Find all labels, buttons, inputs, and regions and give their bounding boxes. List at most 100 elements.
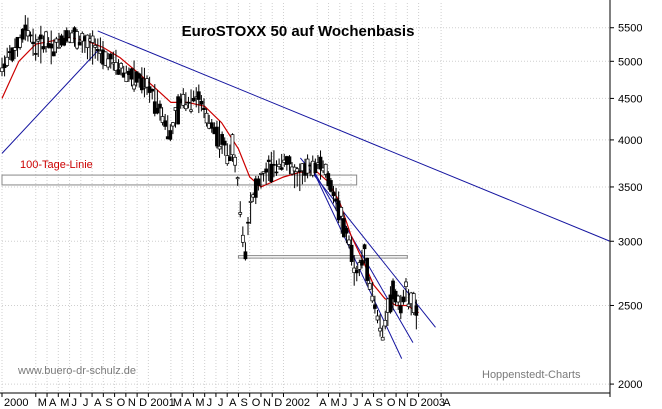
price-candle-77 <box>199 100 204 105</box>
price-candle-99 <box>256 178 261 186</box>
y-tick-label-0: 5500 <box>618 23 642 35</box>
price-candle-123 <box>318 156 323 170</box>
price-candle-107 <box>277 163 281 167</box>
x-tick-label-2: A <box>49 397 57 409</box>
y-tick-label-6: 2500 <box>618 300 642 312</box>
grid <box>1 3 610 393</box>
price-candle-30 <box>77 42 82 46</box>
price-candle-91 <box>235 177 240 180</box>
price-candle-126 <box>326 173 331 187</box>
price-candle-36 <box>93 45 98 48</box>
price-candle-76 <box>196 91 201 100</box>
price-candle-4 <box>10 47 15 61</box>
price-candle-50 <box>129 68 134 80</box>
price-candle-42 <box>108 53 113 60</box>
price-candle-142 <box>367 283 372 290</box>
x-tick-label-14: M <box>195 397 204 409</box>
price-candle-37 <box>95 49 100 52</box>
price-candle-2 <box>5 56 10 66</box>
support-band-0 <box>1 174 358 186</box>
price-candle-143 <box>370 295 375 302</box>
x-tick-label-0: 2000 <box>4 397 28 409</box>
price-candle-53 <box>137 73 142 79</box>
price-candle-131 <box>339 207 344 217</box>
price-candle-65 <box>168 130 173 140</box>
price-candle-145 <box>375 315 380 321</box>
support-bands <box>1 174 408 259</box>
price-candle-105 <box>272 164 276 166</box>
price-candle-100 <box>259 172 263 175</box>
price-candle-89 <box>230 134 235 156</box>
price-candle-83 <box>215 126 219 147</box>
x-tick-label-6: A <box>94 397 102 409</box>
price-candle-146 <box>378 327 382 332</box>
price-candle-138 <box>357 262 362 270</box>
chart-title: EuroSTOXX 50 auf Wochenbasis <box>182 23 415 40</box>
support-band-1 <box>237 255 408 259</box>
price-candle-19 <box>49 43 54 49</box>
price-candle-92 <box>238 212 243 215</box>
price-candle-58 <box>150 88 155 92</box>
price-candle-59 <box>152 101 157 114</box>
price-candle-93 <box>240 234 245 243</box>
price-candle-10 <box>26 30 30 37</box>
price-candle-85 <box>220 134 224 145</box>
x-tick-label-33: A <box>443 397 451 409</box>
x-tick-label-22: 2002 <box>285 397 309 409</box>
price-candle-144 <box>373 304 377 309</box>
price-candle-61 <box>158 103 162 109</box>
x-tick-label-10: D <box>139 397 147 409</box>
price-candle-150 <box>388 294 393 313</box>
price-candle-94 <box>243 251 248 260</box>
price-candle-139 <box>360 259 364 266</box>
y-tick-label-7: 2000 <box>618 379 642 391</box>
y-tick-label-5: 3000 <box>618 236 642 248</box>
y-tick-label-3: 4000 <box>618 135 642 147</box>
price-candle-108 <box>279 167 284 170</box>
price-candle-41 <box>106 58 111 68</box>
price-candle-78 <box>202 107 206 110</box>
x-tick-label-32: 2003 <box>421 397 445 409</box>
price-candle-90 <box>233 156 237 166</box>
price-candle-98 <box>253 178 258 198</box>
price-candle-28 <box>72 27 77 33</box>
price-candle-128 <box>331 191 336 197</box>
price-candle-9 <box>23 24 28 31</box>
price-candle-125 <box>323 163 328 175</box>
x-tick-label-27: A <box>364 397 372 409</box>
price-candle-155 <box>401 296 406 303</box>
x-tick-label-21: D <box>274 397 282 409</box>
price-candle-103 <box>266 159 271 162</box>
price-candle-115 <box>297 170 302 173</box>
price-candle-15 <box>38 34 43 40</box>
price-candle-127 <box>329 180 333 192</box>
x-tick-label-30: N <box>398 397 406 409</box>
price-candle-55 <box>142 86 147 89</box>
price-layer <box>0 15 419 341</box>
x-tick-label-13: A <box>184 397 192 409</box>
y-tick-label-4: 3500 <box>618 182 642 194</box>
x-tick-label-29: O <box>387 397 396 409</box>
x-tick-label-18: S <box>240 397 247 409</box>
x-tick-label-8: O <box>117 397 126 409</box>
price-candle-135 <box>349 244 354 262</box>
price-candle-148 <box>383 320 388 327</box>
price-candle-29 <box>75 31 79 49</box>
price-candle-73 <box>189 109 193 112</box>
price-candle-104 <box>269 163 274 183</box>
price-candle-111 <box>287 156 292 165</box>
y-tick-labels: 5500 5000 4500 4000 3500 3000 2500 2000 <box>618 23 642 391</box>
price-candle-21 <box>54 38 59 43</box>
price-candle-96 <box>248 200 253 203</box>
price-candle-129 <box>334 198 338 202</box>
price-candle-121 <box>313 162 318 174</box>
x-tick-label-26: J <box>353 397 359 409</box>
price-candle-62 <box>160 116 165 123</box>
price-candle-71 <box>184 104 188 110</box>
price-candle-48 <box>124 72 129 82</box>
price-candle-45 <box>116 69 121 75</box>
price-candle-151 <box>391 280 395 300</box>
price-candle-140 <box>362 244 367 250</box>
price-candle-7 <box>18 37 22 48</box>
